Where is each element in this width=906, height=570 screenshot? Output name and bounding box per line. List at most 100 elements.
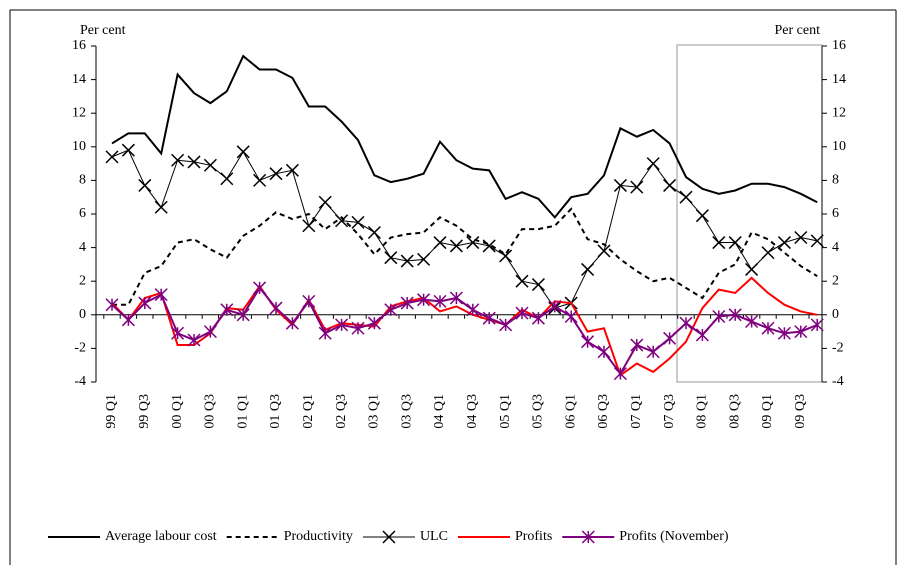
point-marker	[105, 298, 119, 312]
marker-stroke	[187, 155, 201, 169]
point-marker	[417, 293, 431, 307]
marker-stroke	[302, 219, 316, 233]
marker-stroke	[269, 167, 283, 181]
x-tick-label: 09 Q1	[760, 394, 775, 429]
legend-marker	[581, 530, 595, 544]
marker-stroke	[761, 246, 775, 260]
point-marker	[466, 236, 480, 250]
point-marker	[302, 219, 316, 233]
point-marker	[220, 172, 234, 186]
point-marker	[613, 367, 627, 381]
x-tick-label: 00 Q3	[203, 394, 218, 429]
point-marker	[285, 163, 299, 177]
legend-marker	[382, 530, 396, 544]
point-marker	[253, 281, 267, 295]
legend-label: ULC	[420, 529, 448, 544]
point-marker	[745, 314, 759, 329]
series-line	[112, 207, 818, 306]
marker-stroke	[433, 236, 447, 250]
marker-stroke	[335, 214, 349, 228]
y2-tick-label: 12	[832, 105, 846, 120]
y2-tick-label: 16	[832, 38, 846, 53]
y2-axis-label: Per cent	[775, 23, 821, 38]
point-marker	[449, 291, 463, 305]
point-marker	[630, 180, 644, 194]
point-marker	[777, 326, 791, 340]
marker-stroke	[581, 262, 595, 276]
marker-stroke	[138, 178, 152, 192]
y-tick-label: 2	[79, 273, 86, 288]
marker-stroke	[712, 236, 726, 250]
y2-tick-label: -4	[832, 374, 844, 389]
x-tick-label: 99 Q1	[104, 394, 119, 429]
x-tick-label: 01 Q1	[235, 394, 250, 429]
x-tick-label: 05 Q3	[531, 394, 546, 429]
point-marker	[646, 345, 660, 359]
point-marker	[154, 200, 168, 214]
point-marker	[548, 299, 562, 313]
point-marker	[597, 345, 611, 359]
marker-stroke	[285, 163, 299, 177]
marker-stroke	[810, 234, 824, 248]
x-tick-label: 04 Q3	[465, 394, 480, 429]
point-marker	[138, 178, 152, 192]
point-marker	[728, 236, 742, 250]
point-marker	[777, 236, 791, 250]
y-tick-label: 12	[72, 105, 86, 120]
point-marker	[285, 316, 299, 330]
point-marker	[449, 239, 463, 253]
y-tick-label: -4	[74, 374, 86, 389]
marker-stroke	[400, 254, 414, 268]
x-tick-label: 03 Q1	[367, 394, 382, 429]
point-marker	[203, 325, 217, 339]
series-line	[111, 286, 818, 376]
marker-stroke	[105, 150, 119, 164]
legend-label: Profits (November)	[619, 529, 729, 544]
marker-stroke	[777, 236, 791, 250]
point-marker	[417, 252, 431, 266]
x-tick-label: 07 Q1	[629, 394, 644, 429]
marker-stroke	[597, 244, 611, 258]
point-marker	[679, 190, 693, 204]
point-marker	[433, 294, 447, 308]
point-marker	[564, 309, 578, 324]
point-marker	[351, 215, 365, 229]
point-marker	[597, 244, 611, 258]
marker-stroke	[417, 252, 431, 266]
marker-stroke	[203, 158, 217, 172]
y-tick-label: 6	[79, 206, 86, 221]
point-marker	[318, 195, 332, 209]
series-line	[111, 54, 818, 219]
x-tick-label: 00 Q1	[170, 394, 185, 429]
y2-tick-label: 8	[832, 173, 839, 188]
marker-stroke	[630, 180, 644, 194]
point-marker	[384, 303, 398, 317]
legend-item: ULC	[362, 529, 448, 544]
point-marker	[810, 318, 824, 332]
point-marker	[712, 309, 726, 324]
marker-stroke	[613, 178, 627, 192]
point-marker	[810, 234, 824, 248]
point-marker	[613, 178, 627, 192]
legend-item: Average labour cost	[48, 529, 217, 544]
x-tick-label: 04 Q1	[432, 394, 447, 429]
point-marker	[138, 296, 152, 310]
marker-stroke	[515, 274, 529, 288]
marker-stroke	[794, 230, 808, 245]
marker-stroke	[679, 190, 693, 204]
point-marker	[433, 236, 447, 250]
point-marker	[351, 321, 365, 335]
y2-tick-label: 6	[832, 206, 839, 221]
point-marker	[203, 158, 217, 172]
marker-stroke	[367, 225, 381, 240]
point-marker	[482, 311, 496, 325]
legend-label: Profits	[515, 529, 552, 544]
x-tick-label: 08 Q1	[695, 394, 710, 429]
marker-stroke	[466, 236, 480, 250]
y-tick-label: 16	[72, 38, 86, 53]
marker-stroke	[171, 153, 185, 167]
point-marker	[745, 262, 759, 276]
point-marker	[335, 318, 349, 332]
point-marker	[712, 236, 726, 250]
